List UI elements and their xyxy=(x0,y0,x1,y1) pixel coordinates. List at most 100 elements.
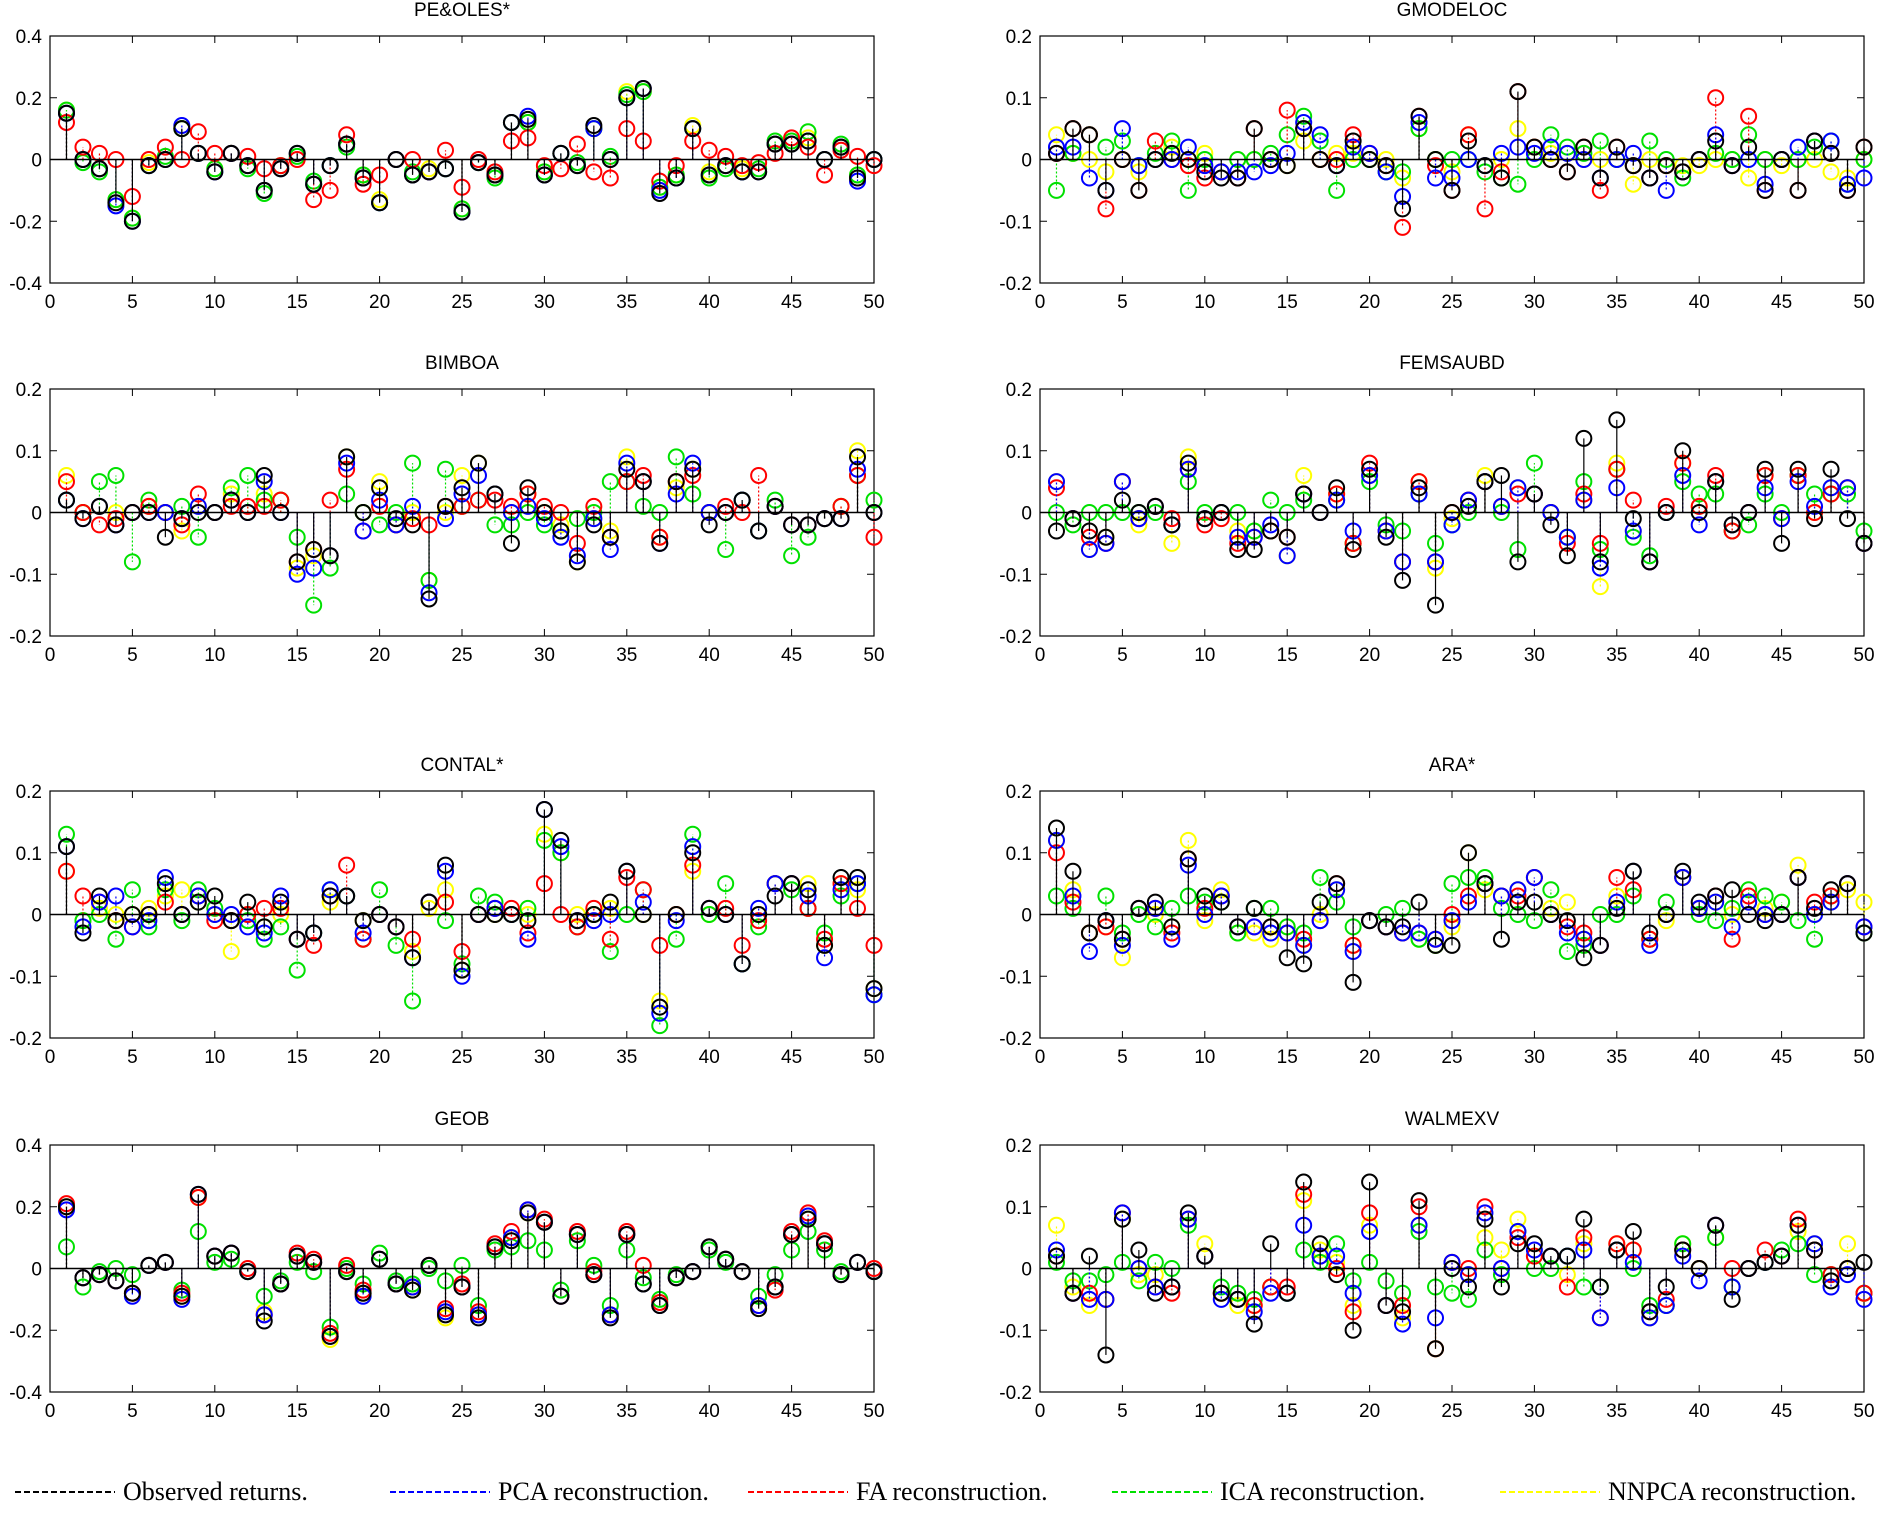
stem-marker xyxy=(1459,497,1477,515)
x-tick-label: 5 xyxy=(127,645,138,666)
stem-marker xyxy=(1427,596,1445,614)
panel-7: WALMEXV 0 5 10 15 20 25 30 35 40 45 50 -0.2 -0.1 0 0.1 0… xyxy=(999,1109,1874,1422)
x-tick-label: 15 xyxy=(287,645,308,666)
x-tick-label: 35 xyxy=(1606,645,1627,666)
stem-marker xyxy=(634,881,652,899)
y-tick-label: 0.1 xyxy=(1006,844,1032,865)
stem-marker xyxy=(1806,132,1824,150)
x-tick-label: 10 xyxy=(1194,1047,1215,1068)
y-tick-label: 0.2 xyxy=(16,782,42,803)
stem-marker xyxy=(1525,138,1543,156)
stem-marker xyxy=(156,875,174,893)
stem-marker xyxy=(1558,924,1576,942)
stem-marker xyxy=(1509,485,1527,503)
x-tick-label: 5 xyxy=(127,292,138,313)
stem-marker xyxy=(140,1256,158,1274)
stem-marker xyxy=(1113,473,1131,491)
stem-marker xyxy=(338,887,356,905)
stem-marker xyxy=(585,163,603,181)
stem-marker xyxy=(1641,132,1659,150)
stem-marker xyxy=(502,899,520,917)
stem-marker xyxy=(1740,516,1758,534)
stem-marker xyxy=(1740,169,1758,187)
stem-marker xyxy=(799,1210,817,1228)
stem-marker xyxy=(1394,200,1412,218)
x-tick-label: 20 xyxy=(1359,292,1380,313)
stem-marker xyxy=(618,460,636,478)
stem-marker xyxy=(1806,930,1824,948)
y-tick-label: 0 xyxy=(31,906,42,927)
stem-marker xyxy=(1295,955,1313,973)
stem-marker xyxy=(1047,819,1065,837)
stem-marker xyxy=(1509,553,1527,571)
stem-marker xyxy=(1492,930,1510,948)
x-tick-label: 25 xyxy=(451,645,472,666)
stem-marker xyxy=(601,169,619,187)
stem-marker xyxy=(1047,473,1065,491)
stem-marker xyxy=(1509,1222,1527,1240)
stem-marker xyxy=(535,166,553,184)
x-tick-label: 45 xyxy=(781,292,802,313)
y-tick-label: -0.2 xyxy=(999,274,1032,295)
y-tick-label: -0.2 xyxy=(9,1321,42,1342)
stem-marker xyxy=(1789,856,1807,874)
stem-marker xyxy=(733,157,751,175)
series-4 xyxy=(57,825,883,1010)
stem-marker xyxy=(783,1226,801,1244)
stem-marker xyxy=(1525,893,1543,911)
stem-marker xyxy=(667,912,685,930)
stem-marker xyxy=(1097,181,1115,199)
stem-marker xyxy=(1591,132,1609,150)
stem-marker xyxy=(1641,936,1659,954)
x-tick-label: 25 xyxy=(1441,1047,1462,1068)
x-tick-label: 15 xyxy=(1277,1401,1298,1422)
legend-item: NNPCA reconstruction. xyxy=(1500,1477,1856,1506)
stem-marker xyxy=(1707,473,1725,491)
stem-marker xyxy=(766,135,784,153)
stem-marker xyxy=(123,918,141,936)
stem-marker xyxy=(1229,169,1247,187)
stem-marker xyxy=(1509,881,1527,899)
stem-marker xyxy=(90,160,108,178)
stem-marker xyxy=(486,485,504,503)
stem-marker xyxy=(1542,1247,1560,1265)
series-3 xyxy=(57,825,883,1035)
stem-marker xyxy=(1163,918,1181,936)
stem-marker xyxy=(1047,522,1065,540)
stem-marker xyxy=(601,943,619,961)
stem-marker xyxy=(1262,918,1280,936)
stem-marker xyxy=(74,510,92,528)
stem-marker xyxy=(1591,1309,1609,1327)
y-tick-label: 0 xyxy=(1021,906,1032,927)
stem-marker xyxy=(1608,868,1626,886)
stem-marker xyxy=(1443,1253,1461,1271)
stem-marker xyxy=(189,497,207,515)
stem-marker xyxy=(1196,887,1214,905)
stem-marker xyxy=(1591,578,1609,596)
stem-marker xyxy=(519,930,537,948)
y-tick-label: 0 xyxy=(31,151,42,172)
y-tick-label: -0.1 xyxy=(999,565,1032,586)
stem-marker xyxy=(1459,844,1477,862)
stem-marker xyxy=(1756,181,1774,199)
stem-marker xyxy=(1608,887,1626,905)
stem-marker xyxy=(437,141,455,159)
y-tick-label: 0.2 xyxy=(1006,380,1032,401)
panel-4: CONTAL* 0 5 10 15 20 25 30 35 40 45 50 -0.2 -0.1 0 0.1 0… xyxy=(9,755,884,1068)
stem-marker xyxy=(1723,930,1741,948)
x-tick-label: 0 xyxy=(1035,292,1046,313)
stem-marker xyxy=(321,181,339,199)
stem-marker xyxy=(1146,1284,1164,1302)
stem-marker xyxy=(1328,1247,1346,1265)
y-tick-label: -0.1 xyxy=(9,565,42,586)
stem-marker xyxy=(387,1275,405,1293)
panel-title: GEOB xyxy=(435,1109,490,1130)
stem-marker xyxy=(1196,163,1214,181)
stem-marker xyxy=(1080,943,1098,961)
stem-marker xyxy=(1740,138,1758,156)
stem-marker xyxy=(321,491,339,509)
stem-marker xyxy=(222,497,240,515)
stem-marker xyxy=(1690,1272,1708,1290)
stem-marker xyxy=(305,559,323,577)
stem-marker xyxy=(1542,881,1560,899)
